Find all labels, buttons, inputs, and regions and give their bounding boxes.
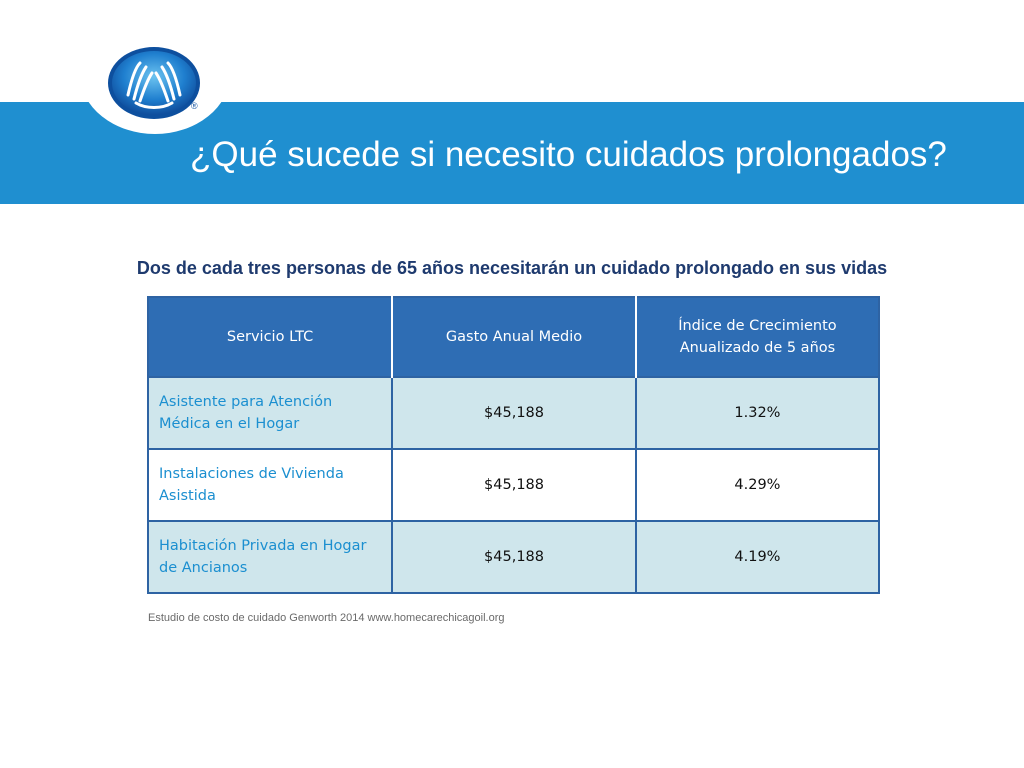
growth-rate-cell: 1.32% xyxy=(634,376,879,449)
service-cell: Asistente para Atención Médica en el Hog… xyxy=(148,376,393,449)
subtitle: Dos de cada tres personas de 65 años nec… xyxy=(136,258,888,278)
table-row: Habitación Privada en Hogar de Ancianos … xyxy=(148,520,879,593)
annual-cost-cell: $45,188 xyxy=(391,448,636,521)
annual-cost-cell: $45,188 xyxy=(391,376,636,449)
ltc-cost-table: Servicio LTC Gasto Anual Medio Índice de… xyxy=(147,296,880,594)
service-cell: Habitación Privada en Hogar de Ancianos xyxy=(148,520,393,593)
growth-rate-cell: 4.29% xyxy=(634,448,879,521)
growth-rate-cell: 4.19% xyxy=(634,520,879,593)
table-row: Asistente para Atención Médica en el Hog… xyxy=(148,376,879,449)
registered-mark: ® xyxy=(191,101,198,111)
service-cell: Instalaciones de Vivienda Asistida xyxy=(148,448,393,521)
table-header-row: Servicio LTC Gasto Anual Medio Índice de… xyxy=(148,297,879,377)
table-row: Instalaciones de Vivienda Asistida $45,1… xyxy=(148,448,879,521)
page-title: ¿Qué sucede si necesito cuidados prolong… xyxy=(190,135,947,174)
column-header-annual-cost: Gasto Anual Medio xyxy=(391,297,636,377)
column-header-growth-rate: Índice de Crecimiento Anualizado de 5 añ… xyxy=(634,297,879,377)
allstate-hands-logo-icon xyxy=(108,47,200,119)
annual-cost-cell: $45,188 xyxy=(391,520,636,593)
source-citation: Estudio de costo de cuidado Genworth 201… xyxy=(148,612,505,624)
column-header-service: Servicio LTC xyxy=(148,297,393,377)
